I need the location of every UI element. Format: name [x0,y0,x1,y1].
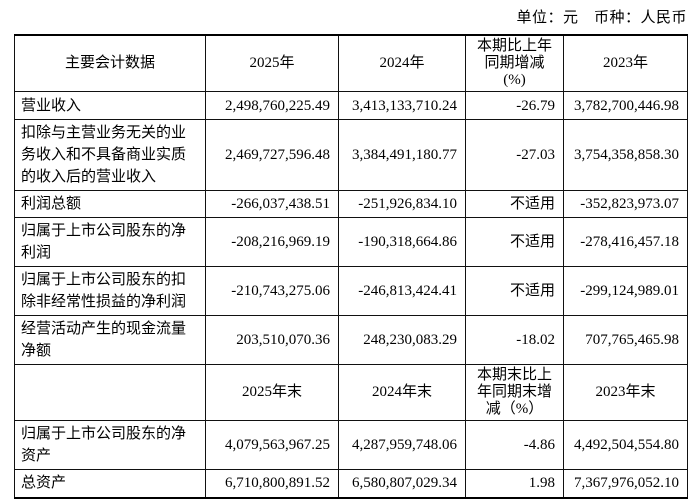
value-change: 不适用 [465,266,564,316]
unit-currency-note: 单位：元 币种：人民币 [516,10,687,26]
value-change: 不适用 [465,217,564,267]
value-2023: 707,765,465.98 [563,315,688,365]
value-2024: 3,384,491,180.77 [338,119,466,191]
value-change: -27.03 [465,119,564,191]
financial-data-table: 主要会计数据 2025年 2024年 本期比上年同期增减(%) 2023年 营业… [14,34,688,499]
table-row-total-assets: 总资产 6,710,800,891.52 6,580,807,029.34 1.… [14,469,688,498]
value-2023: -352,823,973.07 [563,190,688,218]
row-label: 归属于上市公司股东的净资产 [14,420,206,470]
value-2025: 203,510,070.36 [205,315,339,365]
row-label: 营业收入 [14,91,206,120]
value-2025: -266,037,438.51 [205,190,339,218]
value-2024: -190,318,664.86 [338,217,466,267]
row-label: 归属于上市公司股东的扣除非经常性损益的净利润 [14,266,206,316]
table-row-adjusted-revenue: 扣除与主营业务无关的业务收入和不具备商业实质的收入后的营业收入 2,469,72… [14,119,688,191]
value-2023: 7,367,976,052.10 [563,469,688,498]
table-row-revenue: 营业收入 2,498,760,225.49 3,413,133,710.24 -… [14,91,688,120]
value-change: 1.98 [465,469,564,498]
value-2023: -278,416,457.18 [563,217,688,267]
row-label: 利润总额 [14,190,206,218]
row-label: 总资产 [14,469,206,498]
header-cell-metric: 主要会计数据 [14,34,206,92]
value-change: -26.79 [465,91,564,120]
value-2025: -210,743,275.06 [205,266,339,316]
value-2024: -251,926,834.10 [338,190,466,218]
value-2023: -299,124,989.01 [563,266,688,316]
value-2025: 2,498,760,225.49 [205,91,339,120]
row-label: 归属于上市公司股东的净利润 [14,217,206,267]
header-cell-2023: 2023年 [563,34,688,92]
value-2024: 3,413,133,710.24 [338,91,466,120]
value-change: -18.02 [465,315,564,365]
header-cell-2023-end: 2023年末 [563,364,688,421]
header-cell-2025-end: 2025年末 [205,364,339,421]
value-2024: 248,230,083.29 [338,315,466,365]
value-2024: -246,813,424.41 [338,266,466,316]
value-2025: 2,469,727,596.48 [205,119,339,191]
table-row-net-profit: 归属于上市公司股东的净利润 -208,216,969.19 -190,318,6… [14,217,688,267]
value-2023: 3,782,700,446.98 [563,91,688,120]
value-change: -4.86 [465,420,564,470]
value-2025: 6,710,800,891.52 [205,469,339,498]
value-2025: 4,079,563,967.25 [205,420,339,470]
value-2024: 4,287,959,748.06 [338,420,466,470]
value-2023: 3,754,358,858.30 [563,119,688,191]
value-2025: -208,216,969.19 [205,217,339,267]
header-cell-2024: 2024年 [338,34,466,92]
header-row-period: 主要会计数据 2025年 2024年 本期比上年同期增减(%) 2023年 [14,34,688,92]
header-cell-metric-blank [14,364,206,421]
row-label: 扣除与主营业务无关的业务收入和不具备商业实质的收入后的营业收入 [14,119,206,191]
table-row-net-assets: 归属于上市公司股东的净资产 4,079,563,967.25 4,287,959… [14,420,688,470]
value-2024: 6,580,807,029.34 [338,469,466,498]
row-label: 经营活动产生的现金流量净额 [14,315,206,365]
table-row-net-profit-excl-nonrecurring: 归属于上市公司股东的扣除非经常性损益的净利润 -210,743,275.06 -… [14,266,688,316]
header-cell-change: 本期比上年同期增减(%) [465,34,564,92]
table-row-operating-cash-flow: 经营活动产生的现金流量净额 203,510,070.36 248,230,083… [14,315,688,365]
header-cell-2025: 2025年 [205,34,339,92]
header-row-period-end: 2025年末 2024年末 本期末比上年同期末增减（%） 2023年末 [14,364,688,421]
value-change: 不适用 [465,190,564,218]
table-row-total-profit: 利润总额 -266,037,438.51 -251,926,834.10 不适用… [14,190,688,218]
header-cell-change-end: 本期末比上年同期末增减（%） [465,364,564,421]
header-cell-2024-end: 2024年末 [338,364,466,421]
value-2023: 4,492,504,554.80 [563,420,688,470]
